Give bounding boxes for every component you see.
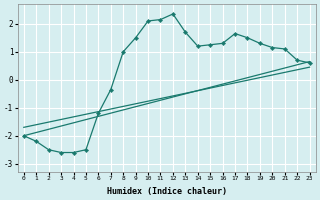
X-axis label: Humidex (Indice chaleur): Humidex (Indice chaleur) xyxy=(107,187,227,196)
